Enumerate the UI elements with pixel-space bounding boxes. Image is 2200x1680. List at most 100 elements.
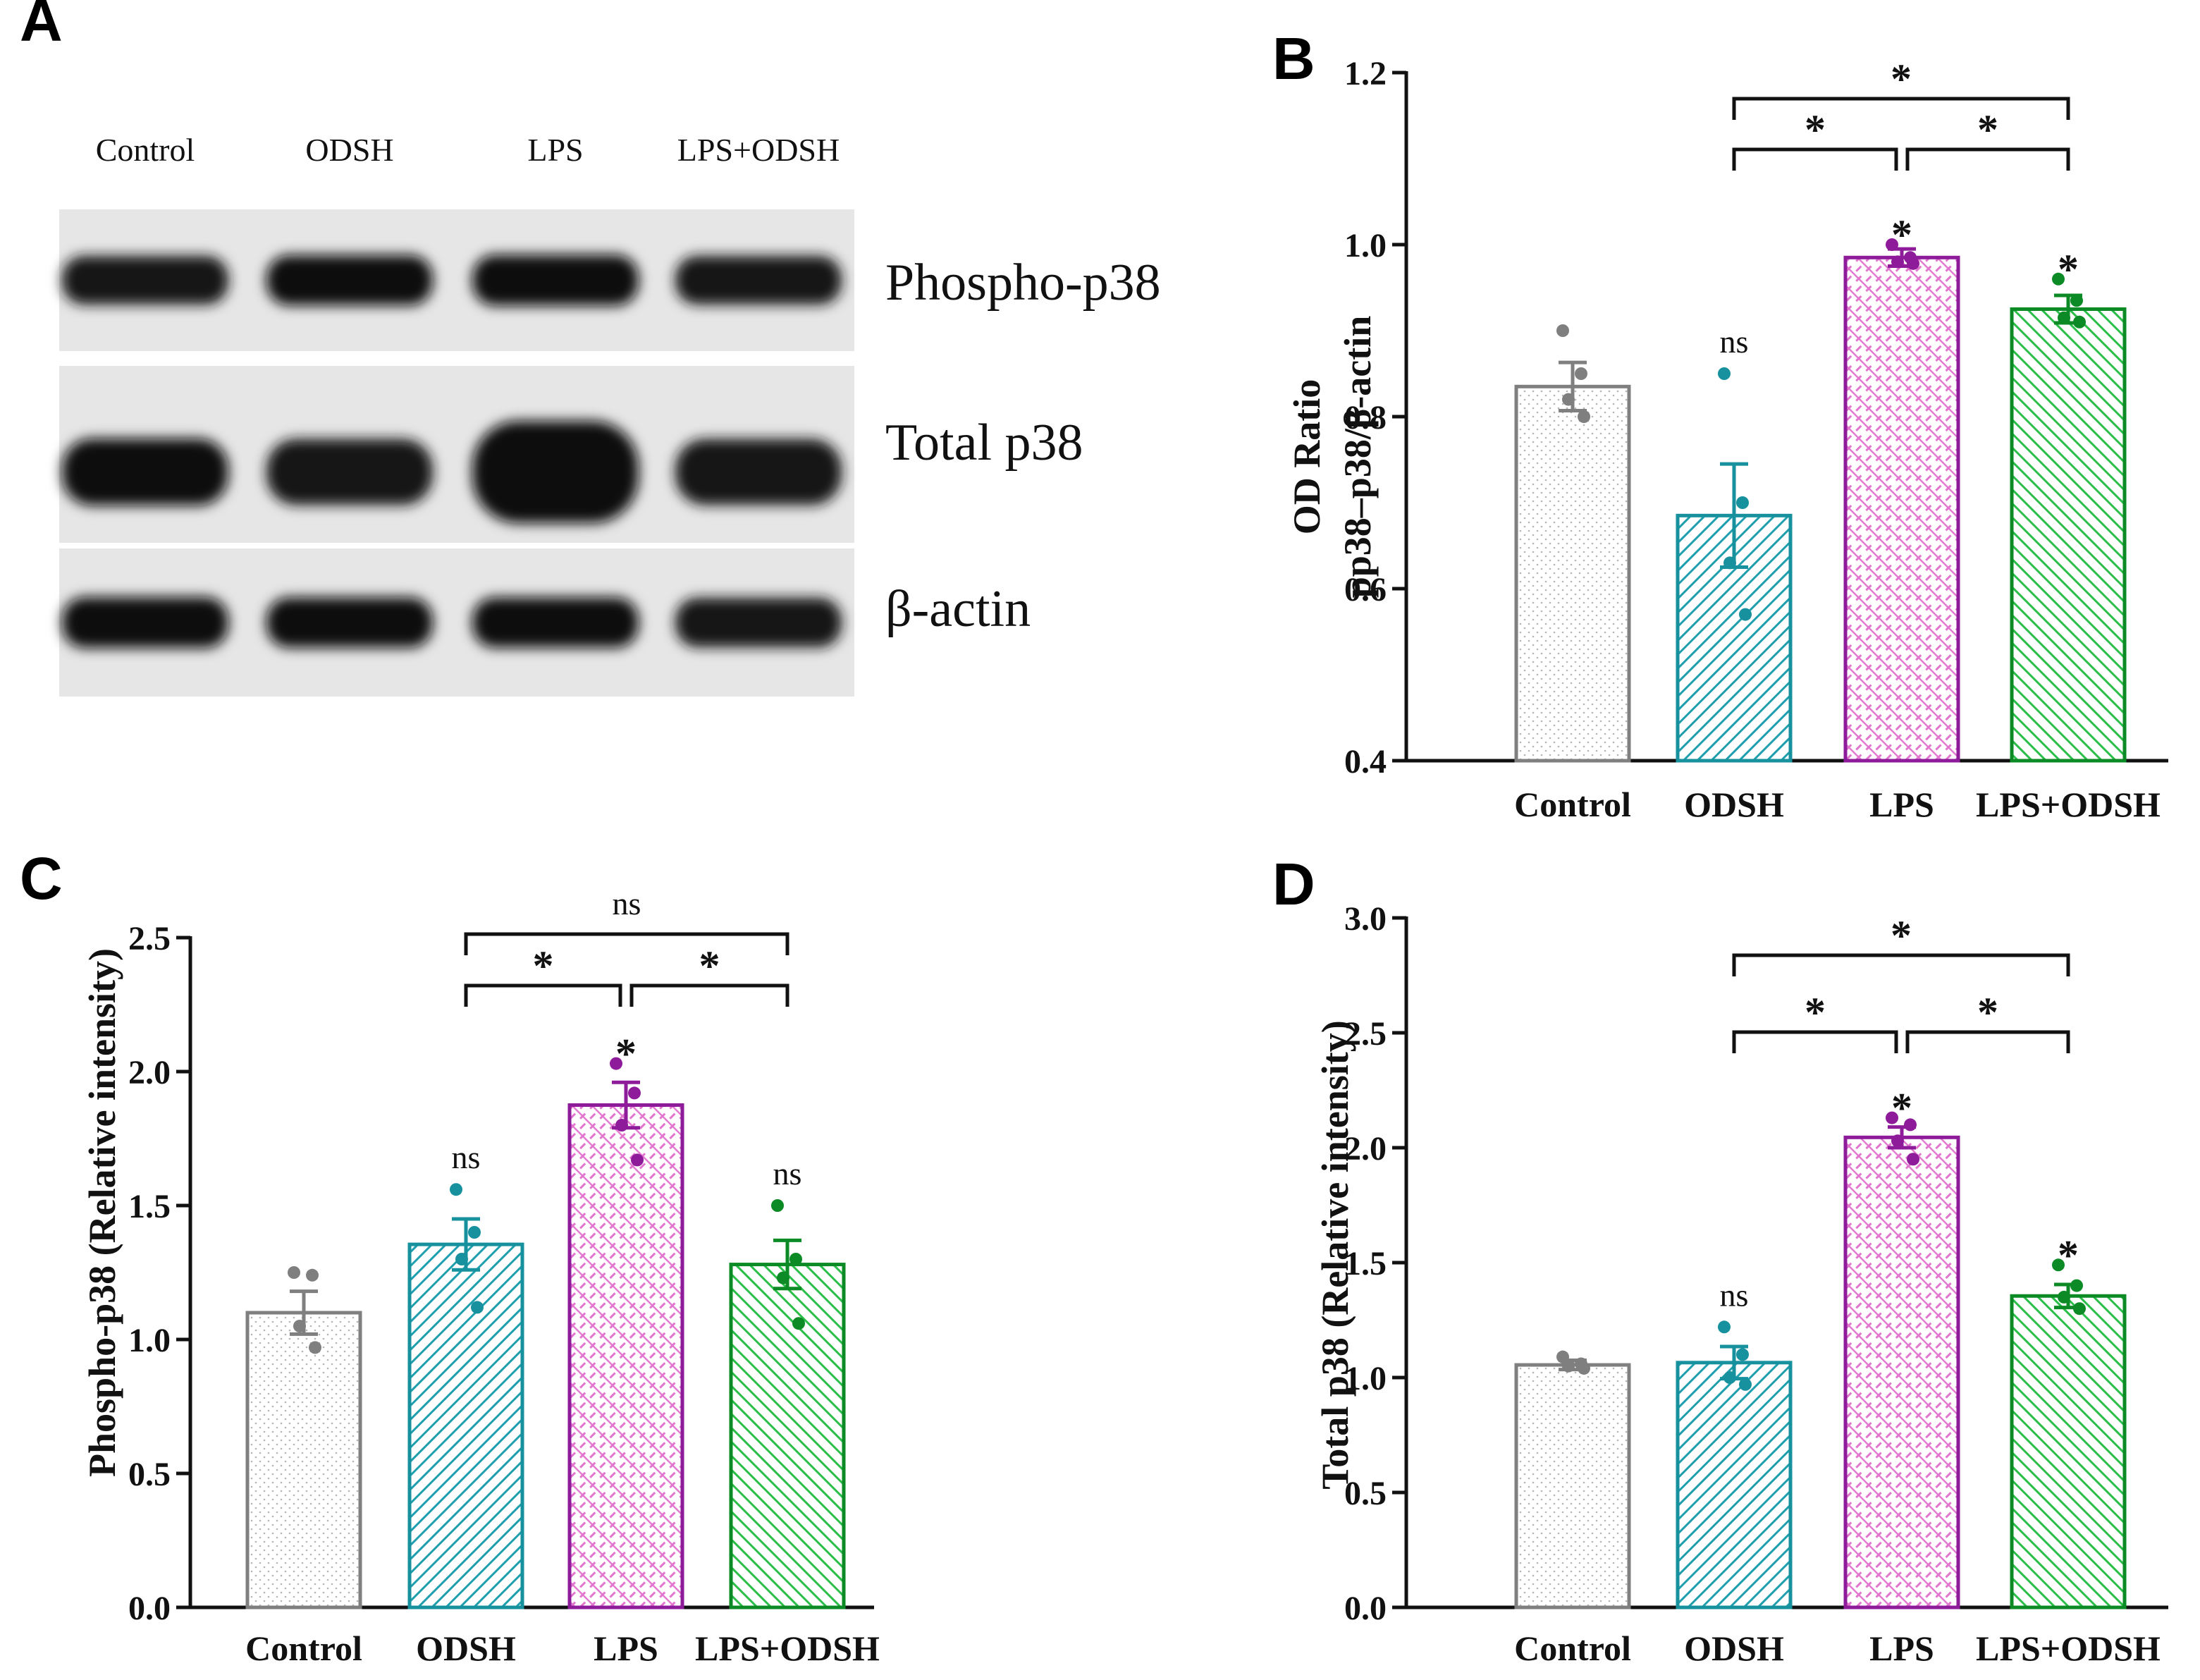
blot-lane-label: ODSH <box>305 132 393 168</box>
y-tick-label: 0.5 <box>1344 1475 1387 1512</box>
panel-letter: C <box>20 845 63 912</box>
data-point <box>1739 608 1752 621</box>
bracket-line <box>1732 97 2070 120</box>
significance-label: * <box>2058 1232 2079 1278</box>
y-tick-label: 0.0 <box>1344 1590 1387 1627</box>
y-tick-label: 3.0 <box>1344 900 1387 938</box>
significance-bracket: * <box>1732 106 1898 171</box>
blot-band <box>472 255 639 306</box>
data-point <box>777 1271 789 1284</box>
blot-band <box>266 255 433 306</box>
data-point <box>1718 1320 1731 1334</box>
y-tick-label: 1.0 <box>1344 227 1387 264</box>
y-tick-label: 1.0 <box>128 1322 171 1359</box>
bar <box>1514 1363 1631 1610</box>
y-tick-label: 1.5 <box>1344 1245 1387 1282</box>
y-tick-label: 0.4 <box>1344 743 1387 780</box>
data-point <box>1578 410 1590 423</box>
chart-panel-b: B 0.4 0.6 0.8 1.0 1.2 OD Ratio pp38–p38/β-actin… <box>1272 25 2168 824</box>
blot-band <box>266 597 433 648</box>
significance-bracket: * <box>1732 56 2070 120</box>
bar-group: * <box>1843 1085 1960 1610</box>
y-tick-label: 2.5 <box>128 920 171 957</box>
data-point <box>2073 1302 2086 1316</box>
data-point <box>471 1301 484 1314</box>
significance-bracket: * <box>1732 989 1898 1053</box>
significance-label: ns <box>1720 1277 1749 1313</box>
y-tick-label: 0.8 <box>1344 399 1387 436</box>
blot-row-label: Total p38 <box>885 414 1083 472</box>
blot-band <box>675 255 842 305</box>
significance-label: ns <box>452 1139 481 1175</box>
x-tick-label: LPS <box>1869 1629 1934 1668</box>
data-point <box>450 1183 462 1196</box>
data-point <box>468 1226 481 1239</box>
data-point <box>2058 311 2070 324</box>
data-point <box>2070 1279 2083 1292</box>
data-point <box>771 1199 784 1212</box>
bracket-line <box>1732 953 2070 976</box>
data-point <box>309 1341 321 1354</box>
y-tick-label: 1.2 <box>1344 55 1387 92</box>
data-point <box>293 1320 306 1332</box>
panel-letter-a: A <box>20 0 63 54</box>
y-tick-label: 0.6 <box>1344 571 1387 608</box>
y-tick-label: 2.5 <box>1344 1015 1387 1053</box>
y-tick-label: 2.0 <box>128 1054 171 1091</box>
bar <box>1843 1135 1960 1610</box>
blot-lane-label: LPS+ODSH <box>677 132 840 168</box>
bar <box>1514 384 1631 763</box>
significance-bracket: * <box>464 943 622 1007</box>
x-tick-label: ODSH <box>416 1629 516 1668</box>
bracket-line <box>1732 1030 1898 1053</box>
significance-bracket: * <box>1905 106 2070 171</box>
bracket-label: * <box>1977 106 1998 153</box>
data-point <box>615 1119 628 1132</box>
data-point <box>1556 1350 1569 1363</box>
x-tick-label: LPS <box>1869 785 1934 824</box>
data-point <box>1562 393 1575 406</box>
data-point <box>2052 1258 2065 1272</box>
data-point <box>631 1153 644 1167</box>
significance-bracket: ns <box>464 885 789 955</box>
data-point <box>1723 556 1736 570</box>
blot-lane-label: Control <box>96 132 195 168</box>
bracket-line <box>464 983 622 1007</box>
data-point <box>1556 324 1569 337</box>
bar-group: ns <box>407 1139 524 1610</box>
data-point <box>1907 1153 1919 1166</box>
blot-row: Phospho-p38 <box>59 209 1161 351</box>
data-point <box>789 1253 802 1265</box>
bar-group: ns <box>1676 324 1793 763</box>
data-point <box>1907 257 1919 270</box>
data-point <box>1904 1118 1917 1132</box>
bracket-label: * <box>699 943 720 989</box>
data-point <box>1736 1348 1749 1361</box>
data-point <box>455 1253 468 1265</box>
significance-label: ns <box>773 1155 802 1191</box>
blot-band <box>472 420 639 524</box>
bracket-label: * <box>533 943 554 989</box>
y-axis: 0.4 0.6 0.8 1.0 1.2 <box>1344 55 1408 780</box>
x-tick-label: Control <box>245 1629 362 1668</box>
data-point <box>2058 1290 2070 1304</box>
panel-letter: B <box>1272 25 1315 92</box>
bracket-label: * <box>1977 989 1998 1036</box>
blot-rows: Phospho-p38 Total p38 β-actin <box>59 209 1161 697</box>
blot-band <box>675 439 842 505</box>
bar-group: * <box>1843 211 1960 763</box>
y-axis: 0.0 0.5 1.0 1.5 2.0 2.5 3.0 <box>1344 900 1408 1627</box>
bar-group <box>1514 1350 1631 1610</box>
x-tick-label: ODSH <box>1684 1629 1784 1668</box>
significance-bracket: * <box>1905 989 2070 1053</box>
y-tick-label: 2.0 <box>1344 1130 1387 1167</box>
blot-row: Total p38 <box>59 366 1083 543</box>
blot-band <box>62 438 228 506</box>
data-point <box>610 1057 622 1070</box>
bar <box>567 1103 684 1610</box>
bar <box>2010 307 2127 763</box>
data-point <box>306 1268 319 1282</box>
significance-label: * <box>1891 211 1912 258</box>
panel-letter: D <box>1272 851 1315 917</box>
